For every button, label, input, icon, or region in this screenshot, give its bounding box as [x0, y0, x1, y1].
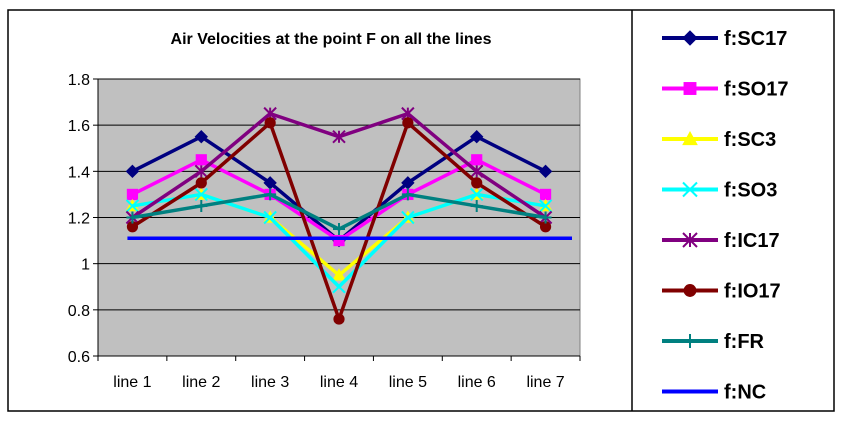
data-point: [538, 199, 553, 213]
data-point: [126, 188, 139, 201]
data-point: [333, 234, 345, 247]
y-tick-label: 1.4: [68, 164, 90, 181]
data-point: [263, 210, 277, 225]
data-point: [333, 313, 345, 325]
legend-label: f:FR: [724, 331, 765, 353]
data-point: [126, 211, 139, 224]
x-tick-label: line 1: [113, 374, 151, 391]
legend-swatch-marker: [683, 334, 697, 348]
x-tick-label: line 5: [389, 374, 427, 391]
data-point: [470, 164, 484, 179]
data-point: [332, 280, 346, 294]
y-tick-label: 0.6: [68, 349, 90, 366]
legend-label: f:SC3: [724, 129, 776, 151]
data-point: [264, 188, 277, 201]
x-tick-label: line 6: [458, 374, 496, 391]
legend-swatch-marker: [682, 181, 698, 198]
data-point: [333, 223, 345, 236]
data-point: [194, 187, 208, 202]
legend-swatch-marker: [682, 30, 698, 46]
data-point: [195, 154, 207, 166]
legend-swatch-marker: [682, 130, 698, 146]
x-tick-label: line 3: [251, 374, 289, 391]
legend-label: f:IC17: [724, 230, 780, 252]
data-point: [539, 211, 552, 224]
legend-swatch-marker: [683, 82, 697, 95]
data-point: [332, 268, 346, 281]
data-point: [470, 130, 484, 144]
series-f-io17: [126, 117, 552, 325]
data-point: [195, 177, 207, 189]
data-point: [125, 199, 140, 213]
data-point: [332, 130, 346, 144]
data-point: [125, 164, 140, 179]
data-point: [539, 188, 552, 201]
data-point: [471, 177, 483, 189]
legend-item: f:NC: [662, 382, 766, 404]
data-point: [401, 210, 415, 225]
legend-label: f:NC: [724, 382, 766, 404]
data-point: [470, 199, 483, 212]
data-point: [194, 130, 208, 144]
legend-swatch-marker: [683, 284, 697, 297]
plot-layer: 0.6 0.8 1 1.2 1.4 1.6 1.8 line 1 line 2 line 3 lin…: [68, 72, 581, 391]
data-point: [195, 199, 208, 212]
legend-item: f:SC3: [662, 129, 776, 151]
legend-item: f:SO3: [662, 180, 777, 202]
data-point: [538, 164, 553, 179]
y-tick-label: 1.6: [68, 118, 90, 135]
legend-swatch-marker: [682, 232, 698, 248]
legend-item: f:FR: [662, 331, 765, 353]
x-tick-label: line 7: [526, 374, 564, 391]
legend-item: f:IO17: [662, 281, 781, 303]
y-tick-label: 1: [81, 257, 90, 274]
legend-label: f:SO17: [724, 79, 788, 101]
y-tick-label: 1.2: [68, 211, 90, 228]
legend-item: f:SO17: [662, 79, 788, 101]
x-tick-label: line 2: [182, 374, 220, 391]
data-point: [402, 117, 414, 129]
data-point: [471, 154, 483, 166]
x-tick-label: line 4: [320, 374, 358, 391]
data-point: [194, 164, 208, 179]
legend: f:SC17 f:SO17 f:SC3 f:SO3 f:IC17 f:IO17 f:FR f:…: [662, 28, 788, 404]
data-point: [470, 187, 484, 202]
data-point: [401, 188, 414, 201]
series-f-fr: [126, 188, 552, 236]
series-f-so3: [125, 187, 553, 294]
legend-item: f:SC17: [662, 28, 787, 50]
legend-label: f:SO3: [724, 180, 777, 202]
data-point: [264, 117, 276, 129]
legend-item: f:IC17: [662, 230, 780, 252]
chart-title: Air Velocities at the point F on all the…: [171, 31, 492, 48]
y-tick-label: 0.8: [68, 303, 90, 320]
legend-label: f:SC17: [724, 28, 787, 50]
y-tick-label: 1.8: [68, 72, 90, 89]
legend-label: f:IO17: [724, 281, 781, 303]
